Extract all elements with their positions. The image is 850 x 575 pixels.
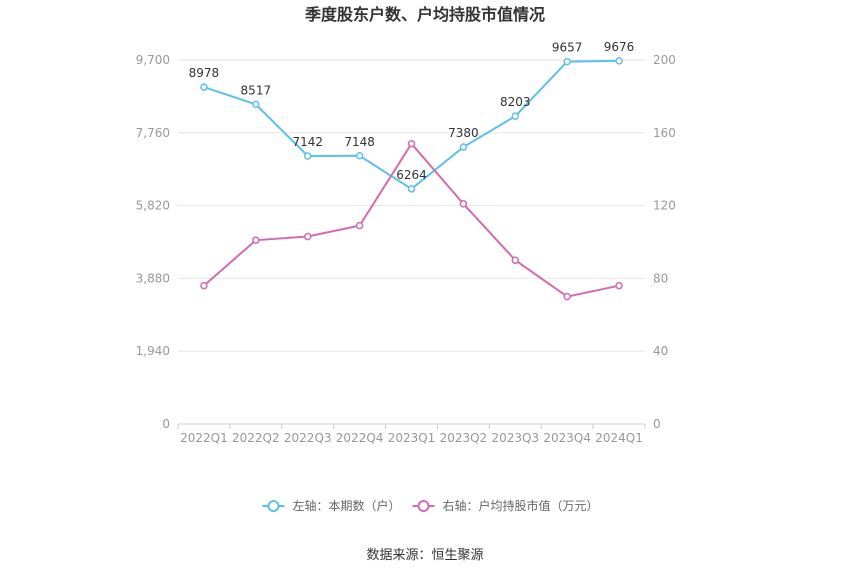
data-label: 9657 [552,41,583,55]
source-text: 数据来源：恒生聚源 [366,548,483,563]
right-tick-label: 120 [653,199,676,213]
x-tick-label: 2022Q4 [336,431,384,445]
data-point[interactable] [355,152,364,160]
data-label: 7148 [344,135,375,149]
left-tick-label: 1,940 [136,344,170,358]
left-axis: 0 1,940 3,880 5,820 7,760 9,700 [136,53,170,431]
x-tick-label: 2023Q1 [388,431,436,445]
x-tick-label: 2023Q2 [440,431,488,445]
data-point[interactable] [511,256,520,264]
left-tick-label: 9,700 [136,53,170,67]
series-line-market-value [203,142,620,298]
right-tick-label: 160 [653,126,676,140]
x-tick-label: 2022Q1 [180,431,228,445]
x-tick-label: 2023Q3 [491,431,539,445]
data-point[interactable] [459,143,468,151]
data-point[interactable] [252,100,260,109]
gridlines [178,59,645,352]
data-point[interactable] [200,281,208,290]
data-point[interactable] [303,152,312,160]
series: 8978 8517 7142 7148 6264 7380 8203 9657 9676 [189,40,635,301]
legend-marker-icon [267,500,280,512]
left-tick-label: 7,760 [136,126,170,140]
data-label: 7380 [448,126,479,140]
right-tick-label: 0 [653,417,661,431]
legend-label: 左轴：本期数（户） [293,498,401,513]
data-label: 8517 [241,83,272,97]
x-tick-label: 2022Q2 [232,431,280,445]
data-point[interactable] [615,281,623,290]
legend-marker-icon [417,500,430,512]
data-point[interactable] [563,57,571,66]
left-tick-label: 0 [162,417,170,431]
data-label: 7142 [292,135,323,149]
left-tick-label: 5,820 [136,199,170,213]
data-point[interactable] [615,57,623,65]
x-tick-label: 2022Q3 [284,431,332,445]
data-point[interactable] [252,236,260,244]
data-label: 6264 [396,168,427,182]
legend-item[interactable]: 左轴：本期数（户） [262,498,401,513]
data-point[interactable] [355,221,364,230]
legend[interactable]: 左轴：本期数（户） 右轴：户均持股市值（万元） [262,498,599,513]
x-tick-label: 2024Q1 [595,431,643,445]
right-axis: 0 40 80 120 160 200 [653,53,676,431]
chart-title: 季度股东户数、户均持股市值情况 [304,5,545,24]
data-point[interactable] [407,139,416,148]
x-tick-label: 2023Q4 [543,431,591,445]
left-tick-label: 3,880 [136,271,170,285]
data-point[interactable] [200,83,208,91]
data-point[interactable] [407,185,416,193]
right-tick-label: 200 [653,53,676,67]
legend-label: 右轴：户均持股市值（万元） [443,498,599,513]
data-point[interactable] [563,292,571,301]
data-label: 8203 [500,95,531,109]
right-tick-label: 40 [653,344,668,358]
data-point[interactable] [303,232,312,241]
data-label: 9676 [604,40,635,54]
legend-item[interactable]: 右轴：户均持股市值（万元） [412,498,599,513]
data-label: 8978 [189,66,220,80]
data-point[interactable] [459,200,468,208]
data-point[interactable] [511,112,520,120]
x-axis: 2022Q1 2022Q2 2022Q3 2022Q4 2023Q1 2023Q2 2023… [177,423,646,445]
right-tick-label: 80 [653,271,668,285]
